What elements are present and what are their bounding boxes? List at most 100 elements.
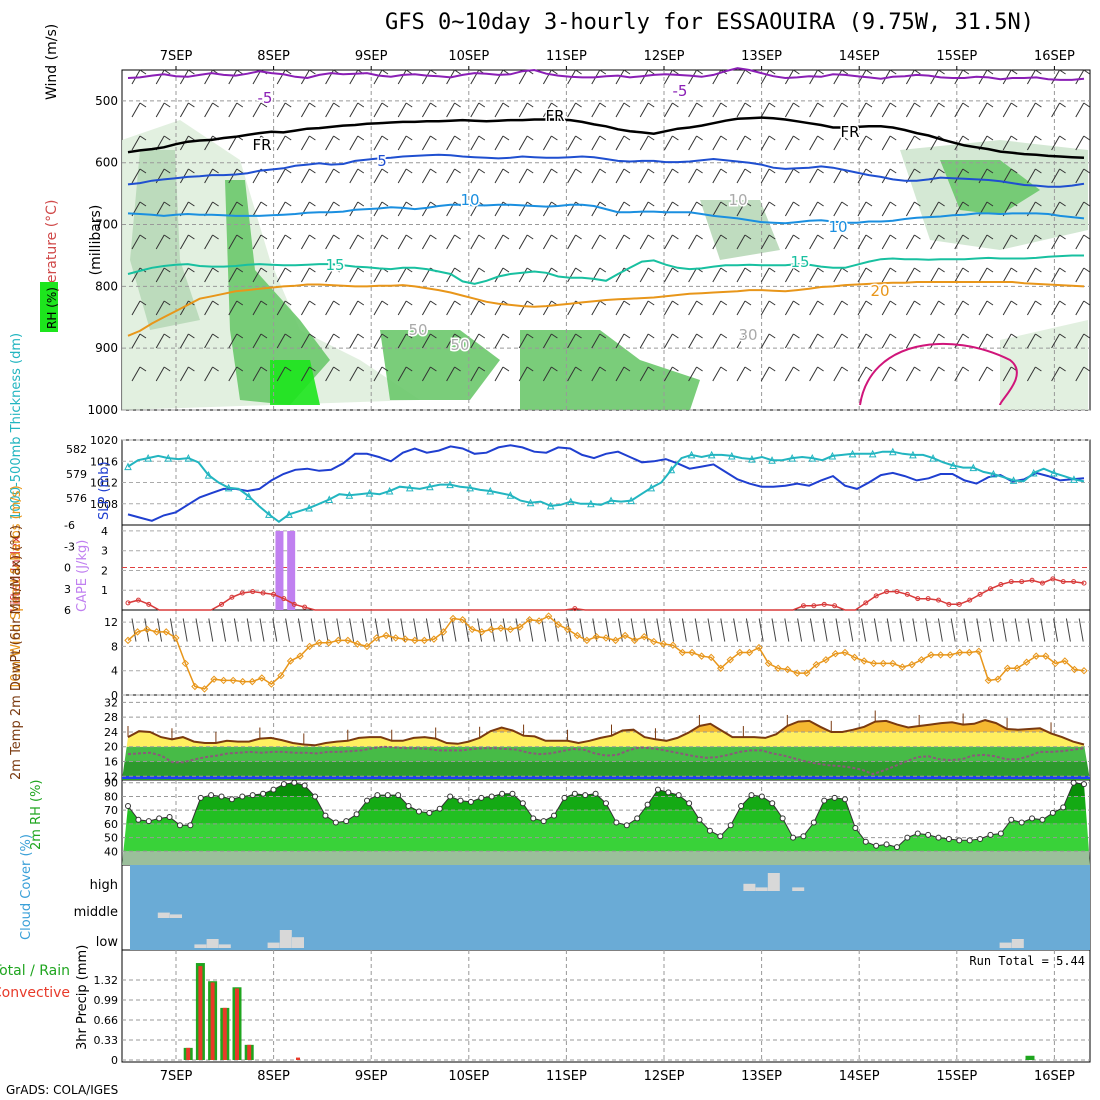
rh-point [301,782,308,789]
rh-point [208,792,215,799]
cape-bar [287,530,296,610]
wind-speed-point [946,651,954,659]
rh-point [748,792,755,799]
wind-barb [567,102,577,118]
wind-barb [421,168,431,184]
wind-barb-flag [1083,267,1091,273]
wind-barb-flag [889,201,897,207]
precip-bar-total [1025,1055,1035,1060]
wind-barb-flag [647,300,655,306]
li-point [998,582,1004,587]
rh-point [873,842,880,849]
wind-barb [615,300,625,316]
wind-barb-flag [1083,168,1091,174]
wind-barb-flag [551,366,558,372]
wind-barb [542,168,552,184]
li-point [1029,577,1035,583]
wind-barb [930,168,940,184]
thickness-marker [1009,476,1018,484]
wind-barb [1002,135,1012,151]
wind-speed-point [1042,652,1050,660]
wind-barb [470,333,480,349]
wind-speed-point [583,636,591,645]
wind-speed-point [630,636,639,645]
wind-barb [567,135,577,151]
wind-speed-point [611,636,620,645]
wind-barb-flag [599,234,607,240]
li-point [967,597,973,603]
wind-barb-flag [672,333,679,339]
wind-barb [131,102,141,118]
surface-wind-barb [912,618,918,642]
wind-barb [567,234,577,250]
wind-speed-point [544,612,553,620]
li-point [873,593,879,599]
wind-barb [1002,300,1012,316]
li-point [281,596,287,602]
rh-point [436,805,443,812]
wind-speed-point [755,643,763,652]
wind-barb-flag [1059,168,1066,174]
wind-barb-flag [672,168,679,174]
wind-barb [542,102,552,118]
wind-barb [688,300,698,316]
wind-barb [421,135,431,151]
wind-barb-flag [744,201,752,207]
wind-barb-flag [938,234,945,240]
temp-contour-15 [127,254,1084,285]
wind-barb-flag [526,300,534,306]
cloud-axis-label: Cloud Cover (%) [19,834,34,940]
date-label-top: 7SEP [160,49,193,64]
wind-barb [1002,102,1012,118]
pressure-tick-label: 1000 [87,403,118,417]
surface-wind-barb [1001,618,1007,642]
surface-wind-barb [323,618,329,642]
wind-barb-flag [938,102,945,108]
date-label-bottom: 13SEP [741,1069,782,1084]
wind-speed-point [487,625,495,634]
contour-label: FR [545,107,564,125]
wind-barb-flag [623,102,631,108]
li-point [302,604,308,610]
wind-barb-flag [1059,102,1066,108]
wind-barb-flag [817,102,824,108]
thickness-marker [848,449,857,458]
rh-point [540,818,547,825]
wind-barb-flag [865,234,873,240]
rh-point [883,841,890,848]
date-label-top: 9SEP [355,49,388,64]
wind-barb-flag [1059,69,1066,75]
wind-barb [155,102,165,118]
wind-barb-flag [1035,234,1042,240]
wind-barb [833,333,843,349]
wind-barb-flag [430,366,437,372]
wind-barb-flag [696,69,703,75]
wind-barb-flag [962,201,970,207]
wind-speed-point [430,635,438,643]
cloud-bar-low [194,944,207,948]
run-total-label: Run Total = 5.44 [969,954,1085,968]
wind-barb-flag [865,300,873,306]
rh-point [332,819,339,826]
wind-barb-flag [284,168,292,174]
wind-barb-flag [575,135,582,141]
wind-barb-flag [1010,69,1018,75]
wind-barb [518,234,528,250]
wind-barb [736,69,746,85]
wind-barb-flag [454,234,461,240]
wind-barb-flag [1035,333,1042,339]
wind-barb-flag [696,234,703,240]
slp-tick-label: 1016 [90,455,118,468]
wind-barb [131,333,141,349]
wind-speed-point [277,671,285,680]
wind-barb-flag [647,135,655,141]
temp-contour-25 [859,342,1018,406]
wind-barb [736,366,746,382]
wind-speed-point [975,647,983,655]
wind-barb [542,201,552,217]
wind-barb-flag [309,201,316,207]
thickness-marker [426,482,434,491]
wind-barb [228,234,238,250]
wind-barb [276,69,286,85]
cloud-bar-low [218,944,231,948]
